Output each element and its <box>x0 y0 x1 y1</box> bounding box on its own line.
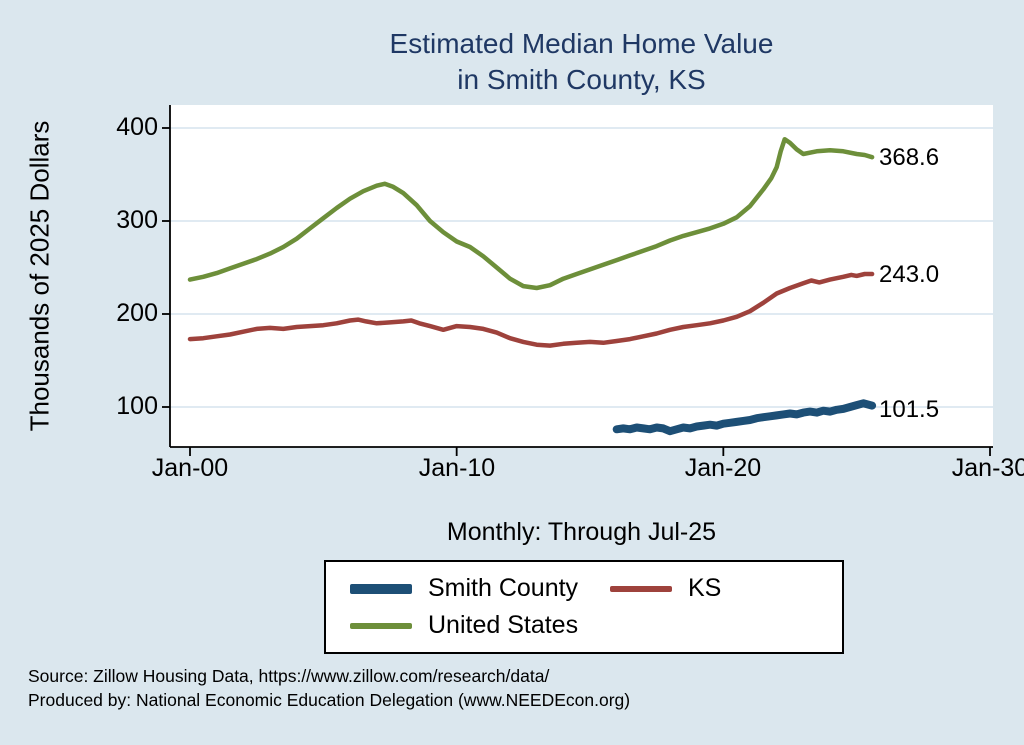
legend-item-united-states: United States <box>350 611 610 640</box>
y-tick-200: 200 <box>116 299 158 327</box>
series-line-smith-county <box>612 399 877 436</box>
series-line-ks <box>187 271 875 348</box>
united-states-line-swatch <box>350 622 412 629</box>
source-note: Source: Zillow Housing Data, https://www… <box>28 664 630 712</box>
end-label-united-states: 368.6 <box>879 144 940 171</box>
y-tick-400: 400 <box>116 113 158 141</box>
x-axis-subtitle: Monthly: Through Jul-25 <box>446 518 717 546</box>
chart-title: Estimated Median Home Value in Smith Cou… <box>170 26 993 98</box>
legend-label-ks: KS <box>688 574 722 602</box>
x-tick-jan20: Jan-20 <box>684 454 762 482</box>
y-tick-300: 300 <box>116 206 158 234</box>
legend-label-smith-county: Smith County <box>428 574 579 602</box>
source-line1: Source: Zillow Housing Data, https://www… <box>28 666 550 686</box>
smith-county-line-swatch <box>350 583 412 594</box>
end-label-ks: 243.0 <box>879 261 940 288</box>
end-label-smith-county: 101.5 <box>879 396 940 423</box>
x-tick-jan00: Jan-00 <box>151 454 229 482</box>
ks-line-swatch <box>610 585 672 592</box>
chart-title-line1: Estimated Median Home Value <box>389 28 774 59</box>
legend: Smith County KS United States <box>324 560 844 654</box>
series-line-united-states <box>187 136 875 291</box>
y-tick-100: 100 <box>116 392 158 420</box>
legend-label-united-states: United States <box>428 611 579 639</box>
legend-item-ks: KS <box>610 574 818 603</box>
chart-title-line2: in Smith County, KS <box>457 64 706 95</box>
x-tick-jan10: Jan-10 <box>418 454 496 482</box>
source-line2: Produced by: National Economic Education… <box>28 690 631 710</box>
legend-item-smith-county: Smith County <box>350 574 610 603</box>
x-tick-jan30: Jan-30 <box>951 454 1024 482</box>
